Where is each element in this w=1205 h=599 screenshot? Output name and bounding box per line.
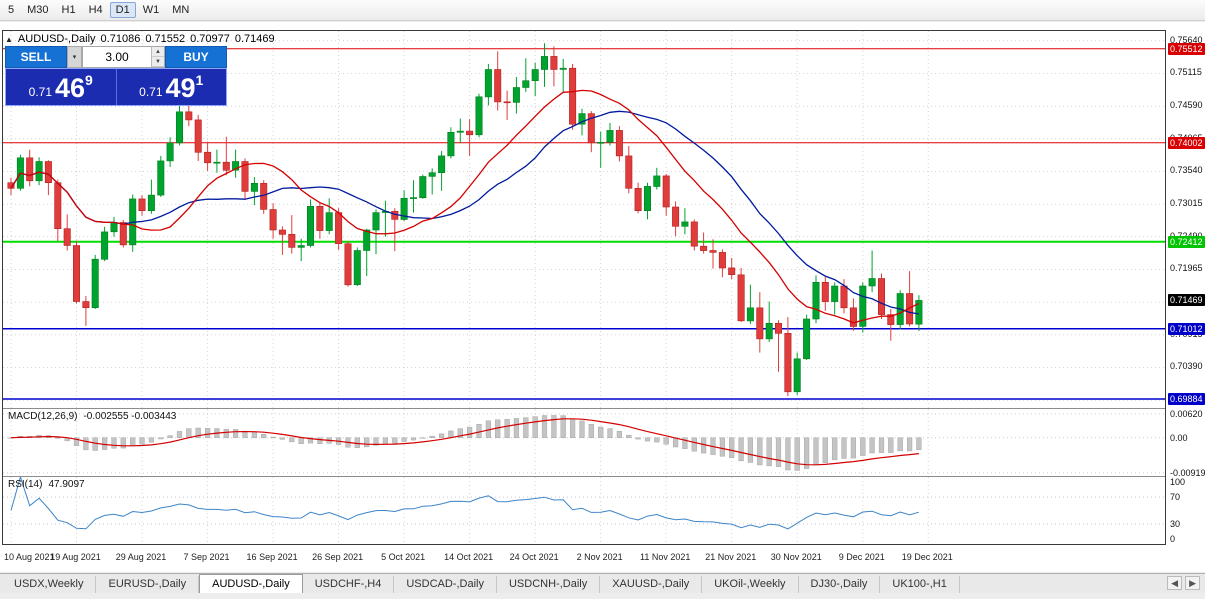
date-label: 30 Nov 2021	[770, 552, 822, 562]
date-label: 5 Oct 2021	[381, 552, 426, 562]
chart-window: ▲ AUDUSD-,Daily 0.71086 0.71552 0.70977 …	[0, 22, 1205, 572]
buy-price[interactable]: 0.71 49 1	[117, 69, 227, 105]
date-label: 7 Sep 2021	[183, 552, 230, 562]
macd-tick: 0.00620	[1170, 408, 1203, 419]
chart-symbol-period: AUDUSD-,Daily	[17, 33, 96, 45]
price-badge: 0.69884	[1168, 392, 1205, 405]
chart-tab-ukoil[interactable]: UKOil-,Weekly	[702, 576, 799, 593]
date-label: 14 Oct 2021	[444, 552, 494, 562]
volume-dropdown-icon[interactable]: ▾	[67, 46, 82, 68]
price-tick: 0.70390	[1170, 361, 1203, 372]
rsi-value: 47.9097	[48, 479, 85, 490]
timeframe-button-h1[interactable]: H1	[61, 4, 76, 16]
chart-tab-usdcad[interactable]: USDCAD-,Daily	[394, 576, 497, 593]
price-tick: 0.75115	[1170, 67, 1202, 78]
chart-tab-xauusd[interactable]: XAUUSD-,Daily	[600, 576, 703, 593]
ohlc-high: 0.71552	[145, 33, 186, 45]
price-tick: 0.73015	[1170, 198, 1203, 209]
chart-tab-usdchf[interactable]: USDCHF-,H4	[303, 576, 395, 593]
tabs-scroll-right-icon[interactable]: ▶	[1185, 576, 1200, 590]
price-tick: 0.74590	[1170, 100, 1203, 111]
pane-separator[interactable]	[3, 408, 1165, 409]
rsi-label: RSI(14) 47.9097	[8, 479, 85, 490]
rsi-tick: 30	[1170, 518, 1181, 529]
timeframe-button-m30[interactable]: M30	[27, 4, 49, 16]
macd-tick: 0.00	[1170, 432, 1188, 443]
volume-spinner[interactable]: ▲ ▼	[151, 47, 164, 67]
sell-button[interactable]: SELL	[5, 46, 67, 68]
chart-tab-eurusd[interactable]: EURUSD-,Daily	[96, 576, 200, 593]
chart-tabs-bar: USDX,Weekly EURUSD-,Daily AUDUSD-,Daily USD…	[0, 573, 1205, 593]
volume-up-icon[interactable]: ▲	[152, 47, 164, 57]
price-axis[interactable]: 0.756400.751150.745900.740650.735400.730…	[1167, 30, 1205, 546]
rsi-tick: 0	[1170, 534, 1176, 544]
buy-price-sup: 1	[195, 72, 204, 88]
price-tick: 0.71965	[1170, 263, 1203, 274]
tabs-scroll-left-icon[interactable]: ◀	[1167, 576, 1183, 590]
date-label: 29 Aug 2021	[115, 552, 167, 562]
buy-price-big: 49	[165, 73, 196, 103]
pane-separator[interactable]	[3, 476, 1165, 477]
timeframe-toolbar: 5 M30 H1 H4 D1 W1 MN	[0, 0, 1205, 21]
one-click-trading-panel: SELL ▾ 3.00 ▲ ▼ BUY 0.71 46 9 0.71 49 1	[5, 46, 227, 106]
timeframe-button-d1[interactable]: D1	[109, 2, 136, 18]
date-label: 11 Nov 2021	[640, 552, 691, 562]
rsi-pane[interactable]	[3, 477, 1165, 544]
date-label: 10 Aug 2021	[4, 552, 55, 562]
sell-price-base: 0.71	[28, 85, 52, 99]
timeframe-button-w1[interactable]: W1	[142, 4, 160, 16]
date-label: 9 Dec 2021	[838, 552, 885, 562]
date-label: 26 Sep 2021	[312, 552, 364, 562]
chart-tab-usdx[interactable]: USDX,Weekly	[2, 576, 97, 593]
sell-price[interactable]: 0.71 46 9	[6, 69, 117, 105]
price-badge: 0.71012	[1168, 322, 1205, 335]
price-badge: 0.71469	[1168, 294, 1205, 307]
ohlc-low: 0.70977	[190, 33, 230, 45]
buy-button[interactable]: BUY	[165, 46, 227, 68]
price-badge: 0.72412	[1168, 235, 1205, 248]
price-pane[interactable]	[3, 31, 1165, 408]
volume-input[interactable]: 3.00 ▲ ▼	[82, 46, 165, 68]
timeframe-button-h4[interactable]: H4	[88, 4, 103, 16]
date-label: 19 Dec 2021	[901, 552, 953, 562]
rsi-tick: 70	[1170, 492, 1181, 503]
rsi-name: RSI(14)	[8, 479, 43, 490]
price-chart-frame	[2, 30, 1166, 545]
timeframe-button-5[interactable]: 5	[8, 4, 15, 16]
rsi-tick: 100	[1170, 477, 1186, 487]
chart-tab-uk100[interactable]: UK100-,H1	[880, 576, 960, 593]
chart-title: ▲ AUDUSD-,Daily 0.71086 0.71552 0.70977 …	[5, 33, 275, 45]
macd-label: MACD(12,26,9) -0.002555 -0.003443	[8, 411, 176, 422]
date-label: 16 Sep 2021	[246, 552, 298, 562]
chart-tab-usdcnh[interactable]: USDCNH-,Daily	[497, 576, 601, 593]
ohlc-open: 0.71086	[100, 33, 141, 45]
buy-price-base: 0.71	[139, 85, 163, 99]
macd-values: -0.002555 -0.003443	[83, 411, 177, 422]
time-axis[interactable]: 10 Aug 2021 19 Aug 2021 29 Aug 2021 7 Sep 2…	[2, 550, 1166, 565]
macd-pane[interactable]	[3, 409, 1165, 476]
date-label: 19 Aug 2021	[50, 552, 101, 562]
ohlc-close: 0.71469	[234, 33, 275, 45]
volume-down-icon[interactable]: ▼	[152, 57, 164, 67]
price-tick: 0.73540	[1170, 165, 1203, 176]
chart-tab-audusd[interactable]: AUDUSD-,Daily	[199, 574, 303, 593]
price-tick: 0.75640	[1170, 34, 1203, 45]
chart-tab-dj30[interactable]: DJ30-,Daily	[799, 576, 881, 593]
timeframe-button-mn[interactable]: MN	[172, 4, 190, 16]
date-label: 24 Oct 2021	[509, 552, 559, 562]
date-label: 21 Nov 2021	[705, 552, 757, 562]
sell-price-big: 46	[55, 73, 86, 103]
volume-value[interactable]: 3.00	[105, 50, 129, 64]
macd-tick: -0.00919	[1170, 467, 1205, 478]
macd-name: MACD(12,26,9)	[8, 411, 78, 422]
price-badge: 0.75512	[1168, 42, 1205, 55]
chart-symbol-icon: ▲	[5, 34, 13, 44]
sell-price-sup: 9	[85, 72, 93, 88]
price-badge: 0.74002	[1168, 136, 1205, 149]
date-label: 2 Nov 2021	[576, 552, 623, 562]
